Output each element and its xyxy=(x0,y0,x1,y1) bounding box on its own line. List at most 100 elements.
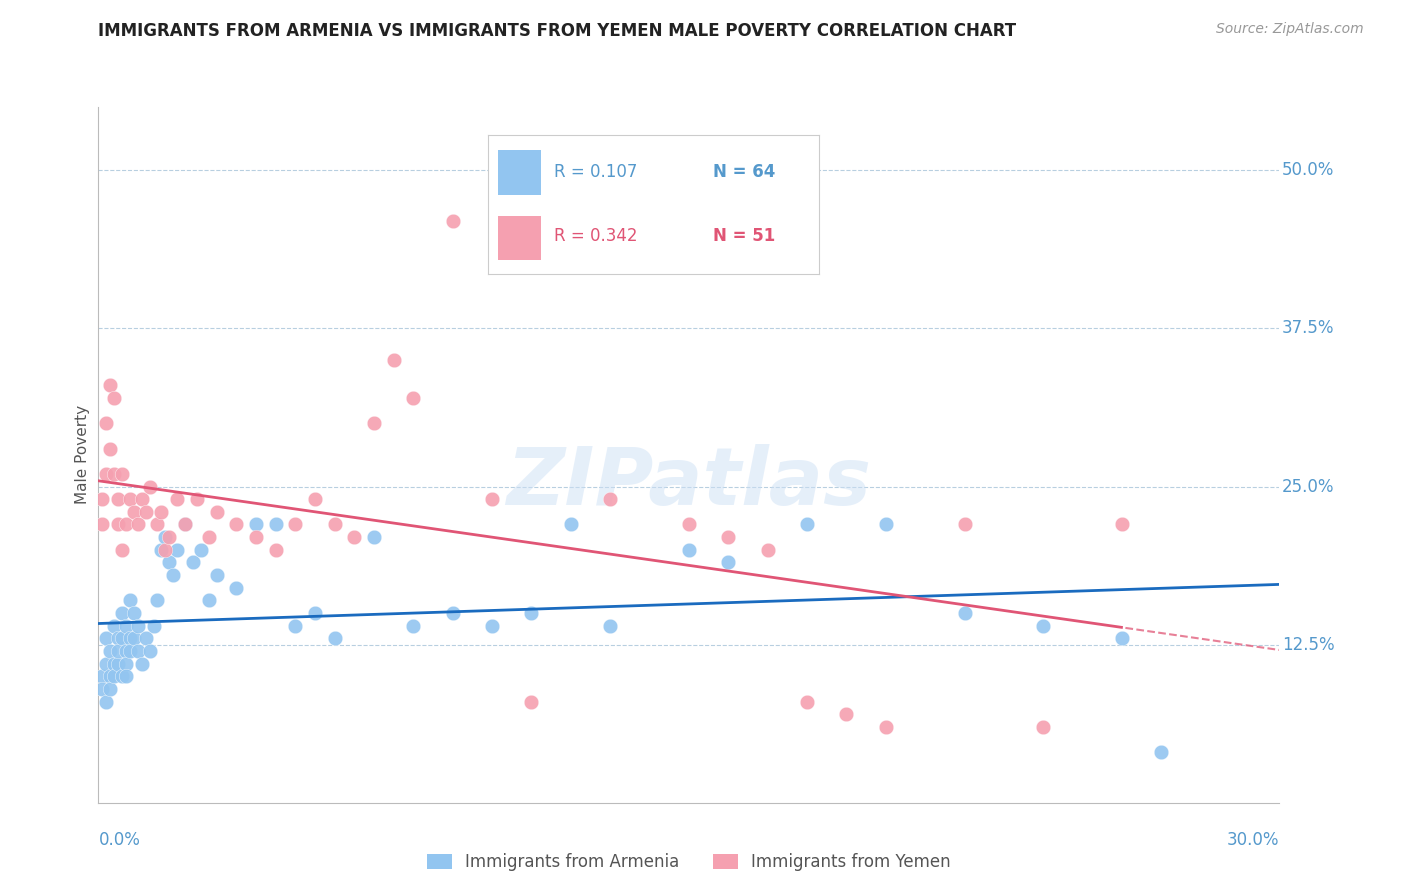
Point xyxy=(343,530,366,544)
Text: 37.5%: 37.5% xyxy=(1282,319,1334,337)
Point xyxy=(91,681,114,696)
Point xyxy=(115,618,138,632)
Text: 25.0%: 25.0% xyxy=(1282,477,1334,496)
Text: IMMIGRANTS FROM ARMENIA VS IMMIGRANTS FROM YEMEN MALE POVERTY CORRELATION CHART: IMMIGRANTS FROM ARMENIA VS IMMIGRANTS FR… xyxy=(98,22,1017,40)
Point xyxy=(756,542,779,557)
Point xyxy=(96,417,118,431)
Point xyxy=(111,669,134,683)
Point xyxy=(111,606,134,620)
Point xyxy=(146,593,169,607)
Point xyxy=(118,593,141,607)
Point xyxy=(441,606,464,620)
Point xyxy=(127,618,149,632)
Point xyxy=(363,530,385,544)
Point xyxy=(481,618,503,632)
Point xyxy=(157,530,180,544)
Point xyxy=(115,657,138,671)
Point xyxy=(107,657,129,671)
Point xyxy=(284,618,307,632)
Point xyxy=(157,556,180,570)
Point xyxy=(98,681,121,696)
Point xyxy=(98,669,121,683)
Point xyxy=(1111,632,1133,646)
Point xyxy=(96,695,118,709)
Point xyxy=(190,542,212,557)
Point xyxy=(127,644,149,658)
Point xyxy=(245,517,267,532)
Point xyxy=(111,632,134,646)
Point xyxy=(678,517,700,532)
Point xyxy=(111,467,134,481)
Point xyxy=(103,618,125,632)
Text: 12.5%: 12.5% xyxy=(1282,636,1334,654)
Point xyxy=(150,505,173,519)
Y-axis label: Male Poverty: Male Poverty xyxy=(75,405,90,505)
Point xyxy=(1150,745,1173,759)
Point xyxy=(162,568,184,582)
Point xyxy=(875,517,897,532)
Point xyxy=(181,556,204,570)
Point xyxy=(166,492,188,507)
Point xyxy=(103,391,125,405)
Point xyxy=(96,632,118,646)
Point xyxy=(197,530,219,544)
Point xyxy=(131,657,153,671)
Point xyxy=(138,479,160,493)
Point xyxy=(98,644,121,658)
Point xyxy=(835,707,858,722)
Point xyxy=(98,442,121,456)
Point xyxy=(115,517,138,532)
Point xyxy=(142,618,165,632)
Point xyxy=(599,618,621,632)
Text: 50.0%: 50.0% xyxy=(1282,161,1334,179)
Text: ZIPatlas: ZIPatlas xyxy=(506,443,872,522)
Point xyxy=(520,695,543,709)
Point xyxy=(481,492,503,507)
Text: 0.0%: 0.0% xyxy=(98,830,141,848)
Point xyxy=(103,657,125,671)
Point xyxy=(107,632,129,646)
Point xyxy=(103,669,125,683)
Point xyxy=(115,644,138,658)
Point xyxy=(205,505,228,519)
Point xyxy=(96,467,118,481)
Point xyxy=(402,391,425,405)
Point xyxy=(122,505,145,519)
Point xyxy=(155,542,177,557)
Point xyxy=(107,517,129,532)
Point xyxy=(323,517,346,532)
Point xyxy=(953,517,976,532)
Point xyxy=(122,632,145,646)
Point xyxy=(225,581,247,595)
Point xyxy=(264,517,287,532)
Point xyxy=(135,505,157,519)
Point xyxy=(264,542,287,557)
Point xyxy=(115,669,138,683)
Point xyxy=(520,606,543,620)
Point xyxy=(382,353,405,368)
Point xyxy=(796,517,818,532)
Legend: Immigrants from Armenia, Immigrants from Yemen: Immigrants from Armenia, Immigrants from… xyxy=(420,847,957,878)
Point xyxy=(186,492,208,507)
Point xyxy=(91,492,114,507)
Point xyxy=(150,542,173,557)
Point xyxy=(91,517,114,532)
Point xyxy=(122,606,145,620)
Point xyxy=(96,657,118,671)
Point xyxy=(118,644,141,658)
Point xyxy=(560,517,582,532)
Point xyxy=(363,417,385,431)
Point xyxy=(205,568,228,582)
Point xyxy=(402,618,425,632)
Point xyxy=(166,542,188,557)
Point xyxy=(118,492,141,507)
Point xyxy=(127,517,149,532)
Point xyxy=(174,517,197,532)
Point xyxy=(103,467,125,481)
Point xyxy=(1032,720,1054,734)
Text: 30.0%: 30.0% xyxy=(1227,830,1279,848)
Point xyxy=(1032,618,1054,632)
Text: Source: ZipAtlas.com: Source: ZipAtlas.com xyxy=(1216,22,1364,37)
Point xyxy=(678,542,700,557)
Point xyxy=(98,378,121,392)
